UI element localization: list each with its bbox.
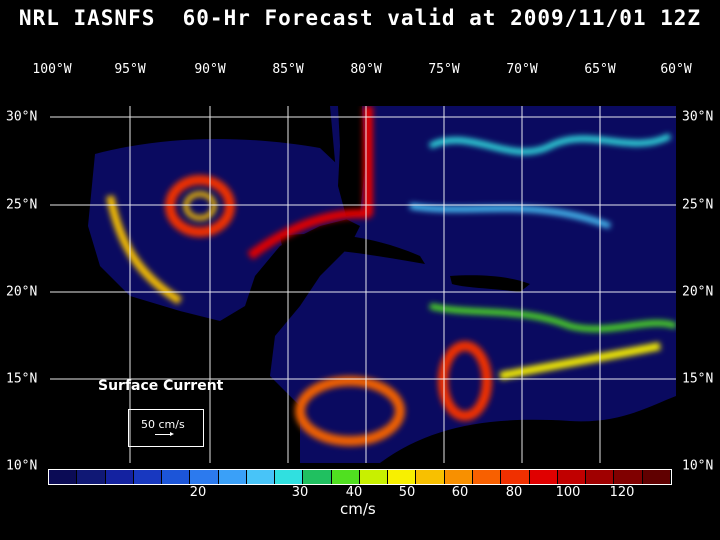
lat-label: 10°N: [6, 458, 38, 474]
colorbar-swatch: [529, 470, 558, 484]
colorbar-swatch: [275, 470, 304, 484]
lat-label: 20°N: [682, 284, 714, 300]
lon-label: 60°W: [660, 62, 692, 77]
lon-label: 80°W: [350, 62, 382, 77]
cuba: [280, 233, 425, 264]
colorbar-swatch: [218, 470, 247, 484]
colorbar-swatch: [444, 470, 473, 484]
colorbar-swatch: [105, 470, 134, 484]
colorbar-tick: 100: [555, 485, 581, 500]
colorbar-swatch: [501, 470, 530, 484]
lon-label: 75°W: [428, 62, 460, 77]
colorbar-swatch: [133, 470, 163, 484]
lat-label: 15°N: [682, 371, 714, 387]
colorbar-swatch: [416, 470, 445, 484]
reference-arrow-icon: [155, 432, 174, 436]
lat-label: 15°N: [6, 371, 38, 387]
gulf-of-mexico: [88, 138, 360, 321]
lat-label: 10°N: [682, 458, 714, 474]
lon-label: 85°W: [272, 62, 304, 77]
colorbar-swatch: [614, 470, 643, 484]
reference-vector-box: 50 cm/s: [128, 409, 204, 447]
colorbar-swatch: [49, 470, 78, 484]
map-title: NRL IASNFS 60-Hr Forecast valid at 2009/…: [18, 6, 702, 30]
lon-label: 65°W: [584, 62, 616, 77]
lat-label: 25°N: [6, 197, 38, 213]
lon-label: 95°W: [114, 62, 146, 77]
current-speed-map: [50, 106, 676, 463]
florida: [338, 106, 365, 216]
lat-label: 25°N: [682, 197, 714, 213]
colorbar: [48, 469, 672, 485]
colorbar-tick: 40: [345, 485, 363, 500]
colorbar-tick: 60: [451, 485, 469, 500]
map-canvas: [50, 106, 676, 463]
colorbar-tick: 50: [398, 485, 416, 500]
south-america: [380, 396, 676, 463]
colorbar-swatch: [388, 470, 417, 484]
colorbar-units: cm/s: [340, 500, 376, 518]
hispaniola: [450, 275, 530, 292]
colorbar-tick: 30: [291, 485, 309, 500]
lon-label: 100°W: [32, 62, 72, 77]
colorbar-swatch: [162, 470, 191, 484]
colorbar-tick: 120: [609, 485, 635, 500]
current-features: [106, 106, 676, 446]
colorbar-swatch: [331, 470, 360, 484]
colorbar-tick: 80: [505, 485, 523, 500]
lat-label: 20°N: [6, 284, 38, 300]
colorbar-swatch: [190, 470, 219, 484]
colorbar-swatch: [642, 470, 671, 484]
reference-vector-label: 50 cm/s: [141, 418, 185, 431]
lon-label: 70°W: [506, 62, 538, 77]
graticule: [50, 106, 676, 463]
colorbar-swatch: [77, 470, 106, 484]
lon-label: 90°W: [194, 62, 226, 77]
colorbar-swatch: [359, 470, 389, 484]
lat-label: 30°N: [682, 109, 714, 125]
lat-label: 30°N: [6, 109, 38, 125]
colorbar-swatch: [303, 470, 332, 484]
field-label: Surface Current: [98, 378, 224, 394]
colorbar-swatch: [246, 470, 276, 484]
colorbar-swatch: [557, 470, 587, 484]
colorbar-swatch: [472, 470, 502, 484]
colorbar-swatch: [586, 470, 615, 484]
colorbar-tick: 20: [189, 485, 207, 500]
